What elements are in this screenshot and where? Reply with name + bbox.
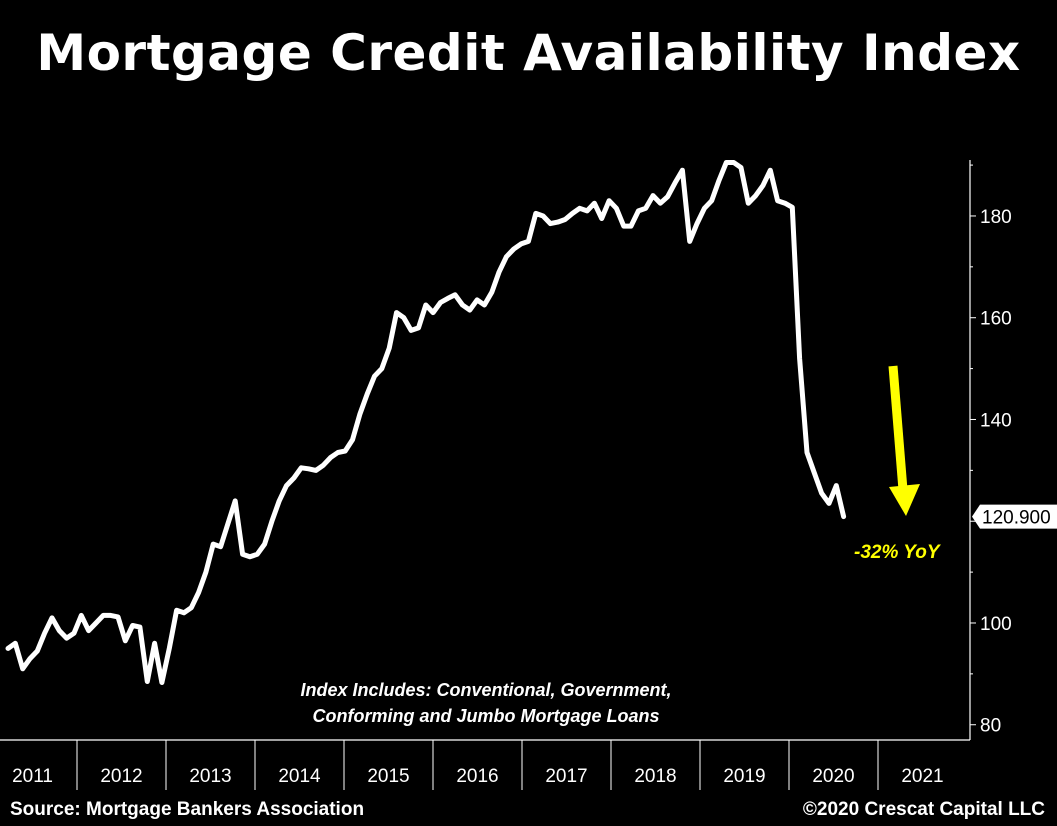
yoy-annotation: -32% YoY — [854, 542, 942, 563]
last-value-label: 120.900 — [982, 508, 1051, 529]
x-tick-label: 2021 — [901, 766, 943, 787]
copyright-note: ©2020 Crescat Capital LLC — [802, 799, 1045, 820]
source-note: Source: Mortgage Bankers Association — [10, 799, 365, 820]
x-tick-label: 2017 — [545, 766, 587, 787]
arrow-shaft — [888, 365, 908, 491]
x-tick-label: 2014 — [278, 766, 321, 787]
x-tick-label: 2019 — [723, 766, 765, 787]
index-note-line: Conforming and Jumbo Mortgage Loans — [313, 706, 660, 726]
y-tick-label: 160 — [980, 309, 1012, 330]
chart-title: Mortgage Credit Availability Index — [36, 24, 1021, 82]
series-line — [5, 160, 847, 685]
arrow-head — [889, 484, 920, 516]
y-tick-label: 100 — [980, 614, 1012, 635]
series-layer — [5, 160, 847, 685]
x-tick-label: 2018 — [634, 766, 676, 787]
y-tick-label: 140 — [980, 410, 1012, 431]
axis-labels: 2011 2012 2013 2014 2015 2016 2017 2018 2019 2020… — [12, 207, 1012, 787]
x-tick-label: 2016 — [456, 766, 498, 787]
x-tick-label: 2015 — [367, 766, 409, 787]
x-tick-label: 2013 — [189, 766, 231, 787]
annotations: 120.900 -32% YoY Index Includes: Conventio… — [300, 365, 1057, 726]
x-tick-label: 2020 — [812, 766, 854, 787]
x-tick-label: 2011 — [12, 766, 53, 787]
x-tick-label: 2012 — [100, 766, 142, 787]
y-tick-label: 80 — [980, 716, 1001, 737]
index-note-line: Index Includes: Conventional, Government… — [300, 680, 671, 700]
last-value-tag — [972, 504, 1057, 529]
axes — [0, 160, 976, 790]
y-tick-label: 180 — [980, 207, 1012, 228]
